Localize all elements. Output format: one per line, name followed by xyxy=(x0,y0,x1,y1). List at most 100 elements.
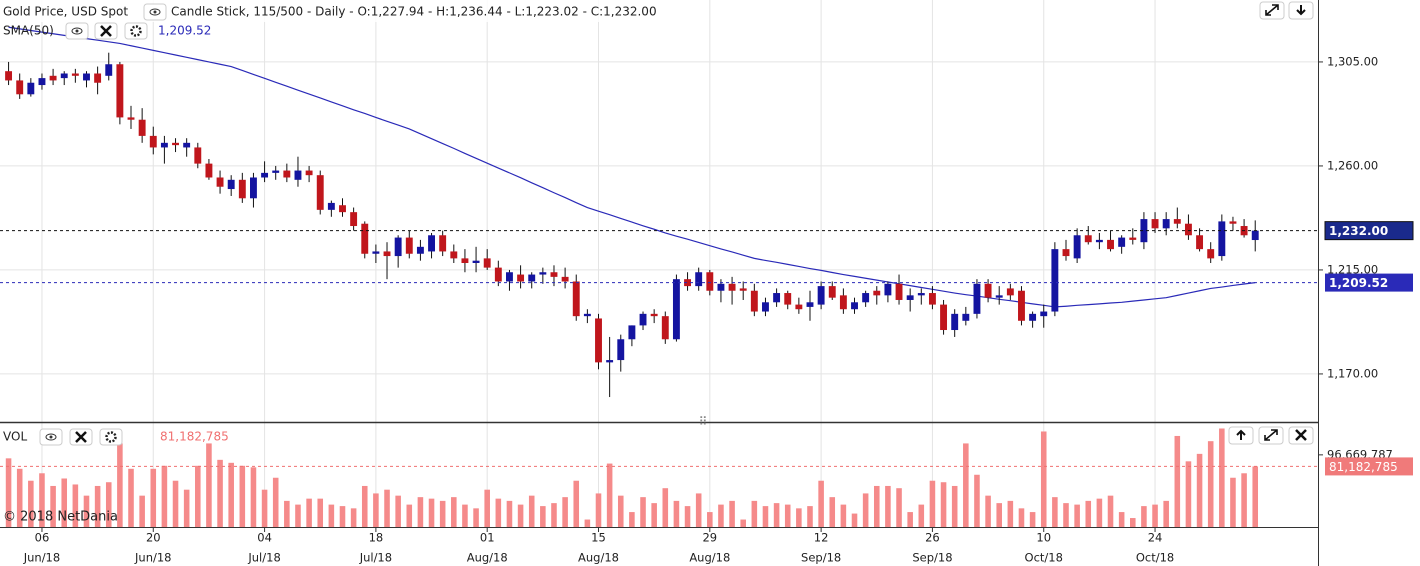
candle-body xyxy=(405,237,413,254)
candle-body xyxy=(828,286,836,298)
volume-bar xyxy=(272,477,279,527)
volume-bar xyxy=(50,485,56,527)
candle-body xyxy=(928,293,936,305)
volume-bar xyxy=(1152,504,1158,527)
volume-bar xyxy=(1096,498,1103,527)
candle-body xyxy=(940,304,948,331)
volume-bar xyxy=(718,504,724,527)
volume-bar xyxy=(951,485,958,527)
volume-bar xyxy=(818,480,824,527)
volume-bar xyxy=(306,498,312,527)
candle-body xyxy=(1029,313,1037,321)
volume-bar xyxy=(940,482,947,527)
volume-title: VOL xyxy=(3,430,27,444)
candle-body xyxy=(1040,311,1048,317)
legend-sma: SMA(50) xyxy=(3,24,54,38)
chart-subtitle: Candle Stick, 115/500 - Daily - O:1,227.… xyxy=(171,5,657,19)
volume-bar xyxy=(473,508,479,527)
volume-bar xyxy=(462,504,468,527)
eye-icon[interactable] xyxy=(65,22,89,40)
x-tick-month: Jul/18 xyxy=(359,551,392,565)
eye-icon[interactable] xyxy=(39,428,63,446)
candle-body xyxy=(784,293,792,305)
candle-body xyxy=(272,170,280,173)
candle-body xyxy=(1095,239,1103,243)
x-tick-month: Oct/18 xyxy=(1025,551,1063,565)
settings-icon[interactable] xyxy=(124,22,148,40)
volume-bar xyxy=(439,500,446,527)
volume-bar xyxy=(562,497,568,527)
volume-bar xyxy=(261,489,268,527)
volume-bar xyxy=(807,506,813,527)
candle-body xyxy=(528,274,536,282)
volume-bar xyxy=(1252,466,1259,527)
x-tick-label: 29 xyxy=(702,531,717,545)
remove-icon[interactable] xyxy=(94,22,118,40)
eye-icon[interactable] xyxy=(143,3,167,21)
grid xyxy=(0,0,1318,527)
volume-bar xyxy=(640,497,646,527)
volume-bar xyxy=(339,506,346,527)
volume-bar xyxy=(606,463,613,527)
candle-body xyxy=(550,272,558,277)
volume-bar xyxy=(228,462,234,527)
candle-body xyxy=(1107,239,1114,250)
candle-body xyxy=(172,142,179,146)
candle-body xyxy=(27,82,35,95)
x-tick-month: Oct/18 xyxy=(1136,551,1174,565)
volume-bar xyxy=(139,495,145,527)
candle-body xyxy=(817,286,825,305)
volume-bar xyxy=(662,488,669,527)
volume-bar xyxy=(195,465,201,527)
candle-body xyxy=(506,272,513,282)
volume-bar xyxy=(428,498,435,527)
candle-body xyxy=(606,360,614,363)
x-tick-label: 24 xyxy=(1148,531,1163,545)
volume-bar xyxy=(105,482,112,527)
candle-body xyxy=(973,283,981,314)
settings-icon[interactable] xyxy=(99,428,123,446)
volume-bar xyxy=(684,506,691,527)
volume-bar xyxy=(1107,495,1114,527)
candle-body xyxy=(851,302,858,310)
volume-bar xyxy=(707,512,713,527)
expand-button[interactable] xyxy=(1258,426,1284,445)
candle-body xyxy=(205,163,213,178)
download-button[interactable] xyxy=(1288,1,1314,20)
candle-body xyxy=(261,172,269,178)
volume-bar xyxy=(584,519,591,527)
up-button[interactable] xyxy=(1228,426,1254,445)
volume-bar xyxy=(918,504,925,527)
resize-handle[interactable]: ⠿ xyxy=(699,415,708,429)
candle-body xyxy=(773,293,781,303)
x-tick-label: 26 xyxy=(925,531,940,545)
x-tick-label: 18 xyxy=(369,531,384,545)
candle-body xyxy=(951,313,959,331)
remove-icon[interactable] xyxy=(69,428,93,446)
last-price-label: 1,232.00 xyxy=(1329,224,1388,238)
volume-bar xyxy=(1207,441,1214,527)
candle-body xyxy=(517,274,525,282)
volume-bar xyxy=(829,497,836,527)
candle-body xyxy=(216,177,224,187)
candle-body xyxy=(294,170,302,180)
candle-body xyxy=(160,142,168,148)
volume-bar xyxy=(740,519,746,527)
volume-bar xyxy=(851,513,858,527)
candle-body xyxy=(1196,235,1204,250)
candle-body xyxy=(350,212,358,227)
candle-body xyxy=(1062,249,1070,257)
candle-body xyxy=(1129,237,1137,240)
candle-body xyxy=(739,288,747,291)
close-button[interactable] xyxy=(1288,426,1314,445)
candle-body xyxy=(1006,288,1014,296)
x-tick-month: Aug/18 xyxy=(467,551,508,565)
volume-bar xyxy=(295,504,301,527)
candle-body xyxy=(1140,219,1148,243)
volume-bar xyxy=(28,480,34,527)
candle-body xyxy=(661,316,669,340)
volume-bar xyxy=(451,497,457,527)
volume-bar xyxy=(61,478,68,527)
last-volume-label: 81,182,785 xyxy=(1329,460,1398,474)
expand-button[interactable] xyxy=(1259,1,1285,20)
